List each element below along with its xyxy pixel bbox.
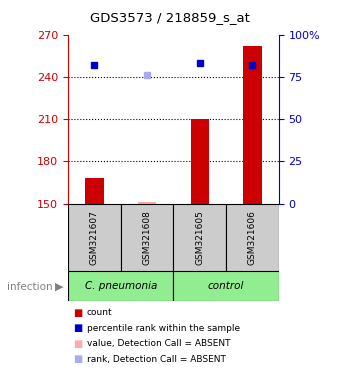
Text: rank, Detection Call = ABSENT: rank, Detection Call = ABSENT: [87, 354, 225, 364]
Bar: [138, 202, 156, 204]
Text: ▶: ▶: [55, 282, 64, 292]
Bar: [173, 271, 279, 301]
Bar: [68, 204, 121, 271]
Text: value, Detection Call = ABSENT: value, Detection Call = ABSENT: [87, 339, 230, 348]
Bar: [173, 204, 226, 271]
Text: GSM321608: GSM321608: [142, 210, 152, 265]
Text: ■: ■: [73, 354, 83, 364]
Text: ■: ■: [73, 308, 83, 318]
Bar: [85, 178, 104, 204]
Text: control: control: [208, 281, 244, 291]
Text: ■: ■: [73, 323, 83, 333]
Text: GSM321605: GSM321605: [195, 210, 204, 265]
Text: C. pneumonia: C. pneumonia: [85, 281, 157, 291]
Text: GDS3573 / 218859_s_at: GDS3573 / 218859_s_at: [90, 11, 250, 24]
Text: GSM321607: GSM321607: [90, 210, 99, 265]
Text: ■: ■: [73, 339, 83, 349]
Text: count: count: [87, 308, 112, 318]
Bar: [243, 46, 262, 204]
Text: infection: infection: [7, 282, 52, 292]
Bar: [226, 204, 279, 271]
Bar: [68, 271, 173, 301]
Bar: [121, 204, 173, 271]
Text: percentile rank within the sample: percentile rank within the sample: [87, 324, 240, 333]
Text: GSM321606: GSM321606: [248, 210, 257, 265]
Bar: [190, 119, 209, 204]
